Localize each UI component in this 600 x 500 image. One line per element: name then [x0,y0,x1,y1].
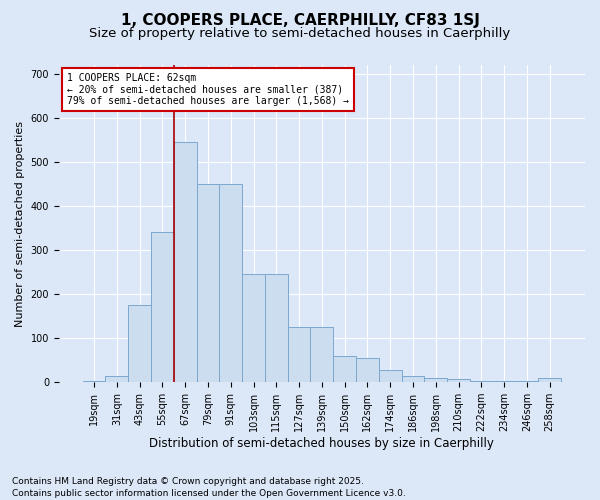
Text: 1, COOPERS PLACE, CAERPHILLY, CF83 1SJ: 1, COOPERS PLACE, CAERPHILLY, CF83 1SJ [121,12,479,28]
Bar [197,184,220,382]
X-axis label: Distribution of semi-detached houses by size in Caerphilly: Distribution of semi-detached houses by … [149,437,494,450]
Bar [242,274,265,382]
Bar [174,142,197,382]
Bar [515,381,538,382]
Bar [220,184,242,382]
Bar [493,381,515,382]
Bar [106,376,128,382]
Y-axis label: Number of semi-detached properties: Number of semi-detached properties [15,120,25,326]
Bar [128,305,151,382]
Bar [83,381,106,382]
Bar [379,370,401,382]
Bar [447,378,470,382]
Bar [401,376,424,382]
Bar [470,381,493,382]
Text: Size of property relative to semi-detached houses in Caerphilly: Size of property relative to semi-detach… [89,28,511,40]
Bar [310,327,333,382]
Text: 1 COOPERS PLACE: 62sqm
← 20% of semi-detached houses are smaller (387)
79% of se: 1 COOPERS PLACE: 62sqm ← 20% of semi-det… [67,73,349,106]
Bar [265,274,288,382]
Bar [288,327,310,382]
Text: Contains HM Land Registry data © Crown copyright and database right 2025.
Contai: Contains HM Land Registry data © Crown c… [12,476,406,498]
Bar [538,378,561,382]
Bar [333,356,356,382]
Bar [151,232,174,382]
Bar [424,378,447,382]
Bar [356,358,379,382]
